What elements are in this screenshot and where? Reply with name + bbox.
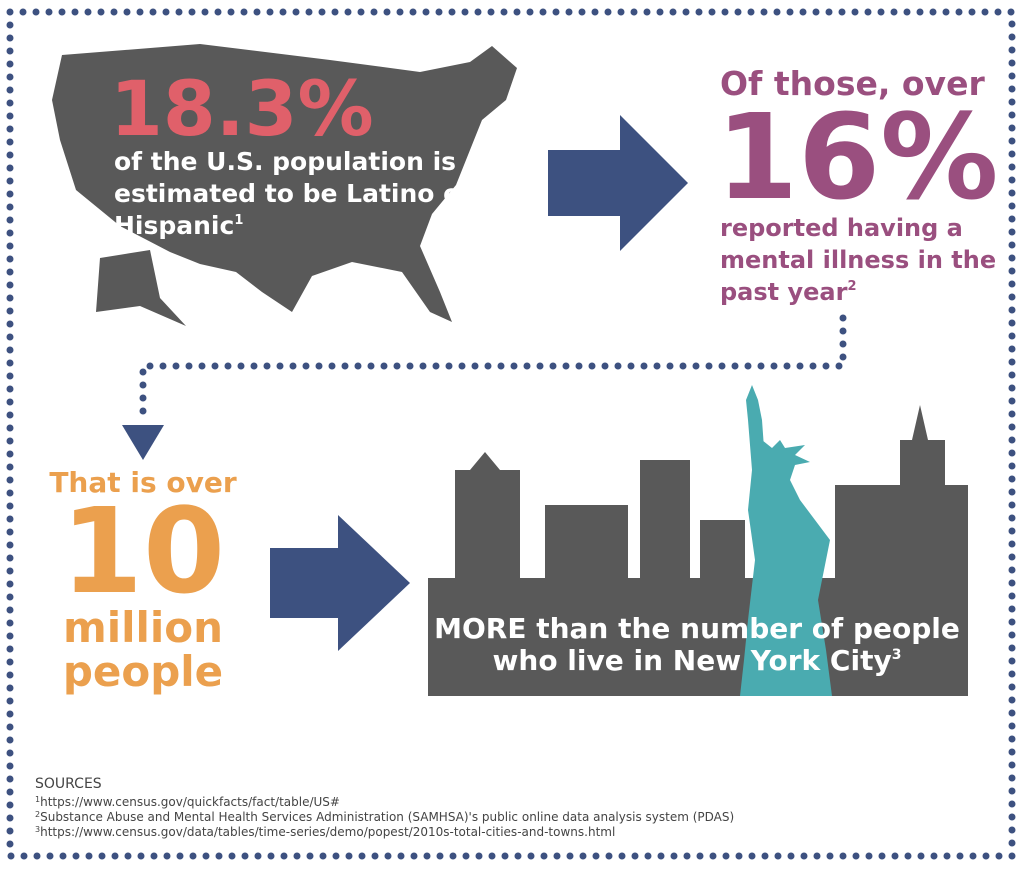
people-intro: That is over [49, 466, 237, 499]
arrow-shaft [270, 548, 342, 618]
nyc-text: MORE than the number of people [434, 612, 960, 645]
building [545, 505, 628, 580]
mental-intro: Of those, over [720, 64, 985, 103]
building [440, 452, 520, 578]
source: 3https://www.census.gov/data/tables/time… [35, 825, 615, 839]
down-arrow [122, 425, 164, 460]
us-map [52, 44, 517, 322]
mental-stat: 16% [716, 88, 998, 226]
building [640, 460, 690, 580]
alaska [96, 250, 186, 326]
source: 1https://www.census.gov/quickfacts/fact/… [35, 795, 340, 809]
footnote-mark: 3 [35, 825, 40, 834]
arrow-head [620, 115, 688, 251]
footnote-mark: 2 [35, 810, 40, 819]
skyline [428, 405, 968, 696]
people-stat: 10 [61, 482, 225, 620]
building [835, 485, 968, 580]
usa-stat: 18.3% [110, 64, 374, 153]
arrow-head [338, 515, 410, 651]
usa-text: of the U.S. population is [114, 147, 456, 176]
footnote-mark: 1 [35, 795, 40, 804]
source: 2Substance Abuse and Mental Health Servi… [35, 810, 734, 824]
dotted-connector [139, 314, 847, 424]
building [900, 405, 945, 485]
building [700, 520, 745, 580]
footnote-mark: 2 [847, 279, 856, 294]
source-text: https://www.census.gov/quickfacts/fact/t… [40, 795, 340, 809]
nyc-text: who live in New York City [493, 644, 892, 677]
footnote-mark: 1 [234, 213, 243, 228]
nyc-text: who live in New York City3 [493, 644, 902, 677]
mental-text: mental illness in the [720, 246, 996, 274]
usa-text: estimated to be Latino or [114, 179, 473, 208]
mental-text: past year [720, 278, 848, 306]
arrow-shaft [548, 150, 623, 216]
sources-heading: SOURCES [35, 776, 102, 792]
source-text: Substance Abuse and Mental Health Servic… [40, 810, 734, 824]
statue-of-liberty [740, 385, 832, 696]
source-text: https://www.census.gov/data/tables/time-… [40, 825, 615, 839]
mental-text: reported having a [720, 214, 963, 242]
skyline-base [428, 578, 968, 696]
mental-text: past year2 [720, 278, 857, 306]
footnote-mark: 3 [892, 647, 902, 663]
people-text: million [63, 603, 223, 652]
usa-text: Hispanic [114, 211, 234, 240]
usa-text: Hispanic1 [114, 211, 243, 240]
people-text: people [63, 647, 223, 696]
